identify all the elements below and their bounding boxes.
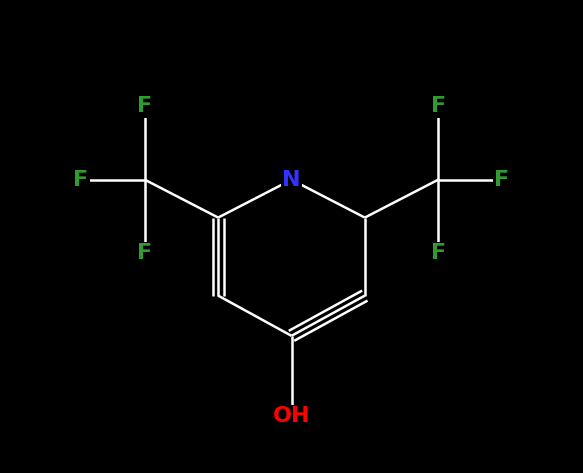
Text: F: F: [431, 243, 445, 263]
Text: F: F: [138, 243, 152, 263]
Text: N: N: [282, 170, 301, 190]
Text: F: F: [73, 170, 89, 190]
Text: OH: OH: [273, 406, 310, 426]
Text: F: F: [138, 96, 152, 116]
Text: F: F: [494, 170, 510, 190]
Text: F: F: [431, 96, 445, 116]
